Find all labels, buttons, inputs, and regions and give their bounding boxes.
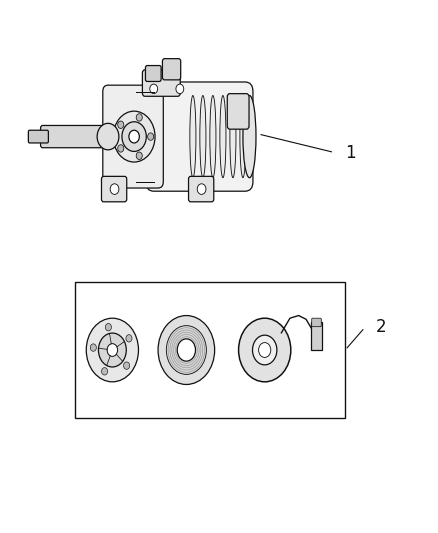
FancyBboxPatch shape [28, 130, 48, 143]
Circle shape [118, 145, 124, 152]
Circle shape [166, 326, 206, 374]
Bar [75, 282, 345, 418]
Circle shape [97, 123, 119, 150]
Circle shape [136, 114, 142, 121]
Circle shape [129, 130, 139, 143]
Circle shape [158, 316, 215, 384]
Circle shape [102, 368, 108, 375]
Circle shape [126, 335, 132, 342]
Circle shape [113, 111, 155, 162]
Text: 2: 2 [376, 319, 386, 336]
Circle shape [197, 184, 206, 195]
Bar [311, 322, 322, 350]
Circle shape [148, 133, 154, 140]
Circle shape [99, 333, 126, 367]
FancyBboxPatch shape [162, 59, 181, 80]
Circle shape [177, 339, 195, 361]
Ellipse shape [210, 95, 216, 177]
FancyBboxPatch shape [188, 176, 214, 202]
FancyBboxPatch shape [142, 70, 180, 96]
Circle shape [86, 318, 138, 382]
FancyBboxPatch shape [312, 318, 321, 327]
Circle shape [258, 343, 271, 358]
FancyBboxPatch shape [227, 94, 249, 129]
Circle shape [176, 84, 184, 94]
Circle shape [124, 362, 130, 369]
Ellipse shape [190, 95, 196, 177]
Circle shape [253, 335, 277, 365]
FancyBboxPatch shape [102, 176, 127, 202]
Circle shape [106, 324, 111, 331]
Ellipse shape [200, 95, 206, 177]
FancyBboxPatch shape [103, 85, 163, 188]
Circle shape [239, 318, 291, 382]
Ellipse shape [230, 95, 236, 177]
Circle shape [122, 122, 146, 151]
Circle shape [90, 344, 96, 351]
FancyBboxPatch shape [146, 82, 253, 191]
Ellipse shape [243, 95, 256, 177]
FancyBboxPatch shape [145, 66, 161, 82]
Text: 1: 1 [345, 143, 356, 161]
Circle shape [110, 184, 119, 195]
FancyBboxPatch shape [41, 125, 115, 148]
Ellipse shape [220, 95, 226, 177]
Circle shape [150, 84, 158, 94]
Circle shape [107, 344, 117, 357]
Circle shape [118, 121, 124, 128]
Ellipse shape [240, 95, 246, 177]
Circle shape [136, 152, 142, 159]
